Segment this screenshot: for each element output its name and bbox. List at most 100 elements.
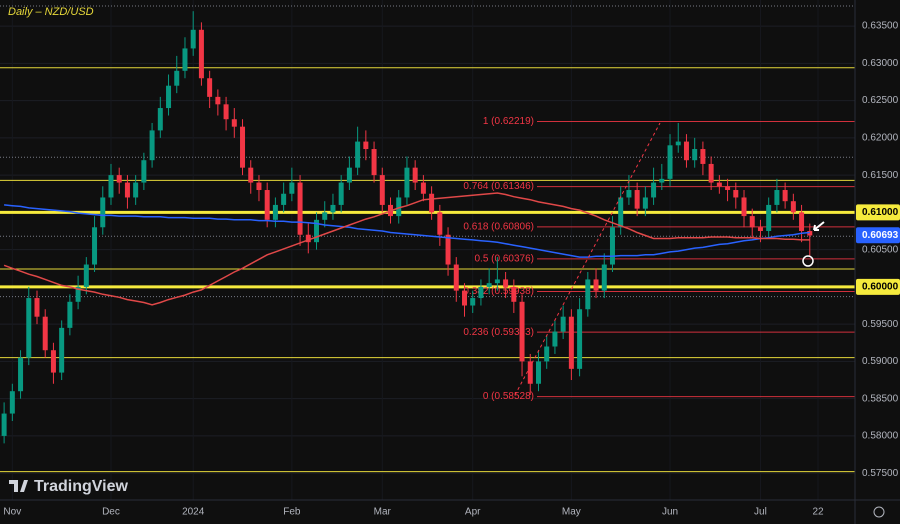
candle-body <box>50 350 56 373</box>
arrow-annotation <box>813 221 825 231</box>
x-tick-label: Nov <box>3 507 21 518</box>
candle-body <box>363 141 369 150</box>
candle-body <box>355 141 361 168</box>
candle-body <box>790 201 796 213</box>
candle-body <box>766 204 772 231</box>
candle-body <box>683 141 689 161</box>
x-tick-label: Apr <box>465 507 481 518</box>
chart-title: Daily – NZD/USD <box>8 6 94 18</box>
candle-body <box>601 264 607 291</box>
logo-text: TradingView <box>34 478 129 495</box>
candle-body <box>642 197 648 209</box>
candle-body <box>716 182 722 187</box>
y-tick-label: 0.60500 <box>862 244 899 255</box>
candle-body <box>494 279 500 284</box>
fib-label: 0.618 (0.60806) <box>463 221 534 232</box>
candle-body <box>182 48 188 71</box>
candle-body <box>297 182 303 235</box>
candle-body <box>59 327 65 373</box>
candle-body <box>264 190 270 220</box>
y-tick-label: 0.58500 <box>862 393 899 404</box>
candle-body <box>190 29 196 49</box>
candle-body <box>157 108 163 131</box>
candle-body <box>560 316 566 332</box>
candle-body <box>725 186 731 191</box>
candle-body <box>585 279 591 310</box>
candle-body <box>215 96 221 105</box>
candle-body <box>198 29 204 79</box>
candle-body <box>100 197 106 228</box>
candle-body <box>420 182 426 194</box>
candle-body <box>651 182 657 198</box>
candle-body <box>511 286 517 302</box>
candle-body <box>289 182 295 194</box>
candle-body <box>519 301 525 362</box>
candle-body <box>503 279 509 287</box>
y-tick-label: 0.59500 <box>862 319 899 330</box>
candle-body <box>404 167 410 198</box>
candle-body <box>429 193 435 213</box>
settings-gear[interactable] <box>873 506 885 518</box>
x-tick-label: Dec <box>102 507 120 518</box>
candle-body <box>83 264 89 287</box>
settings-icon[interactable] <box>873 506 885 518</box>
x-tick-label: Mar <box>374 507 392 518</box>
y-tick-label: 0.62500 <box>862 95 899 106</box>
candle-body <box>749 216 755 228</box>
candle-body <box>223 104 229 120</box>
price-tag-label: 0.60693 <box>862 230 899 241</box>
candle-body <box>1 413 7 436</box>
candle-body <box>338 182 344 205</box>
candle-body <box>108 175 114 198</box>
y-tick-label: 0.61000 <box>862 207 899 218</box>
y-tick-label: 0.60000 <box>862 282 899 293</box>
candle-body <box>18 357 24 392</box>
candle-body <box>626 190 632 198</box>
candle-body <box>272 204 278 220</box>
candle-body <box>322 212 328 220</box>
candle-body <box>593 279 599 291</box>
candle-body <box>453 264 459 291</box>
candle-body <box>207 78 213 97</box>
candle-body <box>708 163 714 183</box>
candle-body <box>166 85 172 109</box>
candle-body <box>799 212 805 231</box>
x-tick-label: Jul <box>754 507 767 518</box>
candle-body <box>256 182 262 191</box>
logo-icon <box>9 480 28 492</box>
candle-body <box>552 331 558 347</box>
candle-body <box>330 204 336 213</box>
candle-body <box>782 190 788 202</box>
candle-body <box>544 346 550 362</box>
candle-body <box>667 145 673 179</box>
candle-body <box>461 290 467 306</box>
fib-label: 0.382 (0.59938) <box>463 286 534 297</box>
candle-body <box>774 190 780 205</box>
fib-label: 0 (0.58528) <box>483 391 534 402</box>
candle-body <box>478 286 484 299</box>
y-tick-label: 0.57500 <box>862 468 899 479</box>
candle-body <box>700 149 706 164</box>
candle-body <box>437 212 443 235</box>
x-tick-label: Feb <box>283 507 301 518</box>
candle-body <box>577 309 583 369</box>
candle-body <box>741 197 747 217</box>
candle-body <box>141 160 147 183</box>
candle-body <box>634 190 640 209</box>
fib-label: 0.5 (0.60376) <box>475 254 535 265</box>
price-tag <box>856 227 900 244</box>
x-tick-label: Jun <box>662 507 678 518</box>
candle-body <box>346 167 352 183</box>
tick-highlight <box>856 204 900 221</box>
candle-body <box>618 197 624 228</box>
fib-label: 0.236 (0.59393) <box>463 327 534 338</box>
candle-body <box>174 70 180 86</box>
fib-label: 1 (0.62219) <box>483 116 534 127</box>
candle-body <box>75 286 81 302</box>
candle-body <box>675 141 681 146</box>
x-tick-label: May <box>562 507 581 518</box>
candle-body <box>248 167 254 183</box>
x-tick-label: 2024 <box>182 507 205 518</box>
candle-body <box>470 298 476 306</box>
